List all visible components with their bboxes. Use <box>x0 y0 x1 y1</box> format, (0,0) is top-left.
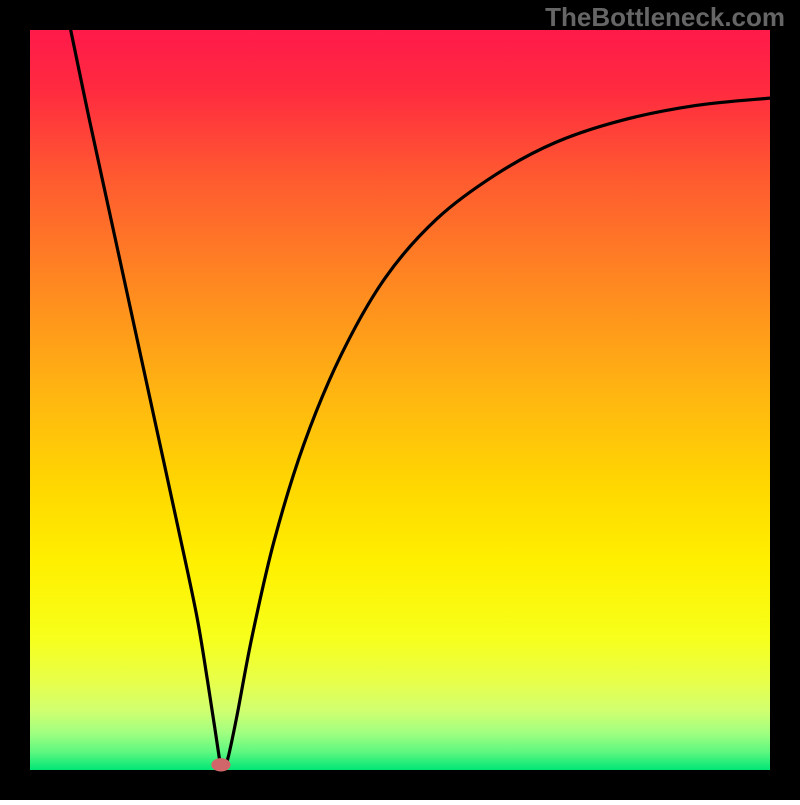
chart-svg <box>0 0 800 800</box>
dip-marker <box>211 758 230 771</box>
watermark-text: TheBottleneck.com <box>545 2 785 33</box>
plot-background <box>30 30 770 770</box>
chart-frame: TheBottleneck.com <box>0 0 800 800</box>
